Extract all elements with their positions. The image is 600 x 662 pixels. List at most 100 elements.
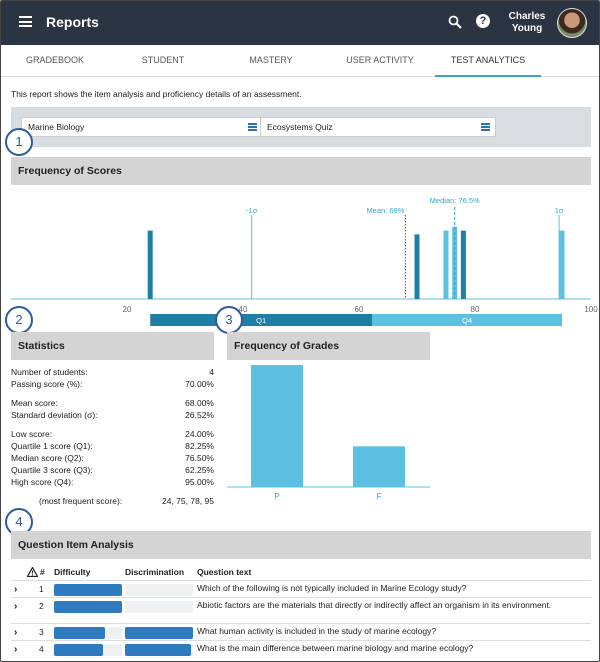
course-select-value: Marine Biology [28, 122, 85, 132]
app-title: Reports [46, 14, 99, 30]
marker-label: Mean: 68% [366, 206, 404, 215]
score-bar[interactable] [147, 230, 153, 299]
score-bar[interactable] [443, 230, 449, 299]
x-tick-label: 40 [239, 305, 248, 314]
grade-bar[interactable] [251, 365, 303, 487]
user-name[interactable]: Charles Young [508, 11, 546, 34]
search-icon[interactable] [448, 15, 462, 29]
callout-1: 1 [5, 128, 33, 156]
section-question-item-analysis: Question Item Analysis [11, 531, 591, 559]
help-icon[interactable]: ? [476, 14, 490, 28]
expand-chevron-icon[interactable]: › [14, 601, 18, 612]
quartile-segment[interactable] [372, 314, 562, 326]
x-tick-label: 60 [355, 305, 364, 314]
question-text: What is the main difference between mari… [197, 643, 474, 653]
question-number: 1 [39, 584, 44, 594]
discrimination-bar [125, 601, 193, 613]
table-header: # Difficulty Discrimination Question tex… [11, 564, 591, 580]
stat-row: Low score: 24.00% [11, 429, 214, 439]
callout-3: 3 [215, 306, 243, 334]
score-bar[interactable] [460, 230, 466, 299]
difficulty-bar [54, 601, 122, 613]
column-num: # [40, 567, 45, 577]
tab-test-analytics[interactable]: TEST ANALYTICS [435, 45, 541, 77]
callout-2: 2 [5, 306, 33, 334]
discrimination-bar-fill [125, 627, 193, 639]
discrimination-bar [125, 627, 193, 639]
list-icon [248, 123, 257, 131]
quartile-label: Q1 [256, 316, 266, 325]
x-tick-label: 100 [584, 305, 598, 314]
expand-chevron-icon[interactable]: › [14, 627, 18, 638]
report-tabs: GRADEBOOK STUDENT MASTERY USER ACTIVITY … [1, 45, 599, 77]
score-bar[interactable] [559, 230, 565, 299]
marker-label: Median: 76.5% [430, 196, 480, 205]
avatar[interactable] [557, 8, 587, 38]
stat-row: Median score (Q2): 76.50% [11, 453, 214, 463]
x-tick-label: 20 [123, 305, 132, 314]
menu-icon[interactable] [19, 16, 32, 27]
expand-chevron-icon[interactable]: › [14, 584, 18, 595]
grade-bar[interactable] [353, 446, 405, 487]
column-difficulty[interactable]: Difficulty [54, 567, 91, 577]
stat-row: Number of students: 4 [11, 367, 214, 377]
stat-row: Quartile 1 score (Q1): 82.25% [11, 441, 214, 451]
discrimination-bar-fill [125, 644, 191, 656]
table-row[interactable]: › 2 Abiotic factors are the materials that… [11, 597, 591, 623]
question-number: 3 [39, 627, 44, 637]
quartile-segment[interactable] [150, 314, 373, 326]
assessment-select-value: Ecosystems Quiz [267, 122, 333, 132]
tab-student[interactable]: STUDENT [141, 55, 185, 65]
discrimination-bar [125, 644, 193, 656]
score-distribution-chart: 20 40 60 80 100 -1σ Mean: 68% Median: 76.5% 1σ Q1… [11, 196, 598, 326]
stat-row: Mean score: 68.00% [11, 398, 214, 408]
table-row[interactable]: › 3 What human activity is included in the… [11, 623, 591, 640]
stat-row: Passing score (%): 70.00% [11, 379, 214, 389]
difficulty-bar-fill [54, 627, 105, 639]
stat-row: High score (Q4): 95.00% [11, 477, 214, 487]
report-description: This report shows the item analysis and … [11, 89, 302, 99]
stat-row: (most frequent score): 24, 75, 78, 95 [39, 496, 214, 506]
discrimination-bar [125, 584, 193, 596]
grade-label: F [377, 492, 382, 501]
question-number: 4 [39, 644, 44, 654]
quartile-label: Q4 [462, 316, 472, 325]
table-row[interactable]: › 4 What is the main difference between ma… [11, 640, 591, 656]
tab-user-activity[interactable]: USER ACTIVITY [346, 55, 414, 65]
filter-bar: Marine Biology Ecosystems Quiz [11, 107, 591, 147]
question-table: # Difficulty Discrimination Question tex… [11, 564, 591, 656]
difficulty-bar-fill [54, 644, 103, 656]
difficulty-bar-fill [54, 601, 122, 613]
section-statistics: Statistics [11, 332, 214, 360]
question-number: 2 [39, 601, 44, 611]
stat-row: Quartile 3 score (Q3): 62.25% [11, 465, 214, 475]
question-text: What human activity is included in the s… [197, 626, 437, 636]
difficulty-bar [54, 584, 122, 596]
difficulty-bar [54, 627, 122, 639]
expand-chevron-icon[interactable]: › [14, 644, 18, 655]
column-question-text: Question text [197, 567, 252, 577]
question-text: Abiotic factors are the materials that d… [197, 600, 552, 610]
column-discrimination[interactable]: Discrimination [125, 567, 185, 577]
x-tick-label: 80 [471, 305, 480, 314]
course-select[interactable]: Marine Biology [21, 117, 263, 137]
question-text: Which of the following is not typically … [197, 583, 467, 593]
difficulty-bar [54, 644, 122, 656]
marker-label: 1σ [555, 206, 564, 215]
marker-label: -1σ [246, 206, 258, 215]
section-frequency-of-grades: Frequency of Grades [227, 332, 430, 360]
list-icon [481, 123, 490, 131]
statistics-list: Number of students: 4 Passing score (%): 7… [11, 366, 214, 507]
score-bar[interactable] [414, 234, 420, 299]
difficulty-bar-fill [54, 584, 122, 596]
tab-gradebook[interactable]: GRADEBOOK [25, 55, 84, 65]
app-bar: Reports ? Charles Young [1, 1, 599, 45]
warning-icon [27, 567, 38, 577]
table-row[interactable]: › 1 Which of the following is not typicall… [11, 580, 591, 597]
tab-mastery[interactable]: MASTERY [249, 55, 293, 65]
section-frequency-of-scores: Frequency of Scores [11, 157, 591, 185]
assessment-select[interactable]: Ecosystems Quiz [260, 117, 496, 137]
stat-row: Standard deviation (σ): 26.52% [11, 410, 214, 420]
